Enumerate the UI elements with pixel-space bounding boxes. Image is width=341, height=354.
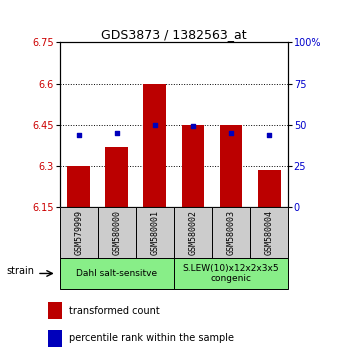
Text: GSM580000: GSM580000 [112, 210, 121, 255]
Text: GSM580002: GSM580002 [189, 210, 197, 255]
Bar [258, 170, 281, 207]
Bar [144, 84, 166, 207]
Bar [220, 125, 242, 207]
Bar [181, 125, 204, 207]
Bar [48, 302, 62, 319]
Text: Dahl salt-sensitve: Dahl salt-sensitve [76, 269, 157, 278]
Bar [105, 147, 128, 207]
Title: GDS3873 / 1382563_at: GDS3873 / 1382563_at [101, 28, 247, 41]
Text: GSM580004: GSM580004 [265, 210, 273, 255]
Point [228, 130, 234, 136]
Bar [67, 166, 90, 207]
Bar [212, 207, 250, 258]
Bar [48, 330, 62, 347]
Point [76, 132, 81, 137]
Bar [174, 258, 288, 289]
Text: GSM580003: GSM580003 [226, 210, 236, 255]
Bar [98, 207, 136, 258]
Point [152, 122, 158, 127]
Bar [60, 207, 98, 258]
Text: transformed count: transformed count [69, 306, 160, 316]
Bar [136, 207, 174, 258]
Text: GSM579999: GSM579999 [74, 210, 83, 255]
Text: S.LEW(10)x12x2x3x5
congenic: S.LEW(10)x12x2x3x5 congenic [183, 264, 279, 283]
Text: strain: strain [7, 266, 35, 276]
Text: percentile rank within the sample: percentile rank within the sample [69, 333, 234, 343]
Bar [250, 207, 288, 258]
Bar [60, 258, 174, 289]
Point [114, 130, 119, 136]
Point [190, 124, 196, 129]
Point [266, 132, 272, 137]
Bar [174, 207, 212, 258]
Text: GSM580001: GSM580001 [150, 210, 159, 255]
